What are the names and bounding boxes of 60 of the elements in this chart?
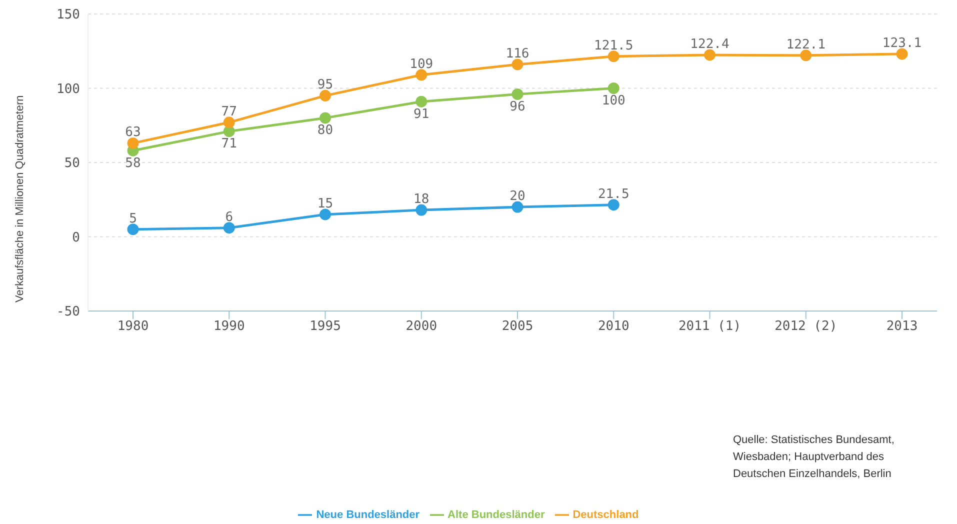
data-label: 63 [125, 125, 141, 140]
data-label: 122.4 [690, 36, 730, 52]
data-label: 121.5 [594, 38, 634, 54]
y-tick-label: -50 [56, 304, 80, 320]
y-tick-label: 0 [72, 230, 80, 246]
point [512, 88, 524, 100]
point [416, 69, 428, 81]
point [320, 208, 331, 220]
data-label: 109 [410, 56, 434, 72]
point [320, 90, 331, 102]
x-tick-label: 2012 (2) [774, 319, 838, 334]
data-label: 77 [221, 104, 237, 120]
point [608, 82, 620, 94]
point [416, 204, 428, 216]
point [896, 48, 908, 60]
data-label: 71 [221, 136, 237, 152]
data-label: 116 [506, 46, 530, 62]
data-label: 58 [125, 156, 141, 171]
data-label: 80 [317, 123, 334, 138]
point [223, 116, 235, 128]
x-tick-label: 2013 [886, 319, 918, 334]
x-tick-label: 1990 [213, 319, 245, 334]
data-label: 15 [317, 196, 334, 212]
y-tick-label: 100 [56, 82, 80, 97]
point [127, 137, 139, 149]
data-label: 18 [414, 192, 430, 208]
data-label: 5 [129, 211, 137, 226]
data-label: 100 [602, 93, 626, 108]
x-tick-label: 2011 (1) [678, 319, 742, 334]
legend-label: Deutschland [572, 508, 639, 521]
x-tick-label: 2010 [598, 319, 630, 334]
data-label: 21.5 [598, 186, 630, 202]
point [608, 50, 620, 62]
x-tick-label: 1995 [310, 319, 341, 334]
y-tick-label: 50 [64, 156, 80, 172]
y-tick-label: 150 [56, 8, 80, 23]
data-label: 96 [510, 99, 526, 114]
point [512, 58, 524, 70]
y-axis-title: Verkaufsfläche in Millionen Quadratmetern [14, 95, 26, 302]
data-label: 6 [225, 210, 234, 225]
point [416, 96, 428, 108]
legend-label: Neue Bundesländer [316, 508, 420, 521]
point [512, 201, 524, 213]
legend-label: Alte Bundesländer [448, 508, 545, 521]
x-tick-label: 1980 [117, 319, 149, 334]
point [800, 50, 812, 62]
point [223, 126, 235, 138]
point [127, 224, 139, 236]
x-tick-label: 2000 [406, 319, 438, 334]
point [608, 199, 620, 211]
point [320, 112, 331, 124]
data-label: 122.1 [786, 37, 826, 52]
source-note: Quelle: Statistisches Bundesamt, Wiesbaden; Hauptverband des Deutschen Einzelhandels, Berlin [733, 433, 896, 482]
data-label: 95 [317, 78, 334, 93]
data-label: 123.1 [882, 36, 922, 51]
point [704, 49, 716, 61]
data-label: 91 [414, 106, 430, 122]
x-tick-label: 2005 [502, 319, 534, 334]
data-label: 20 [510, 189, 526, 204]
point [223, 222, 235, 234]
